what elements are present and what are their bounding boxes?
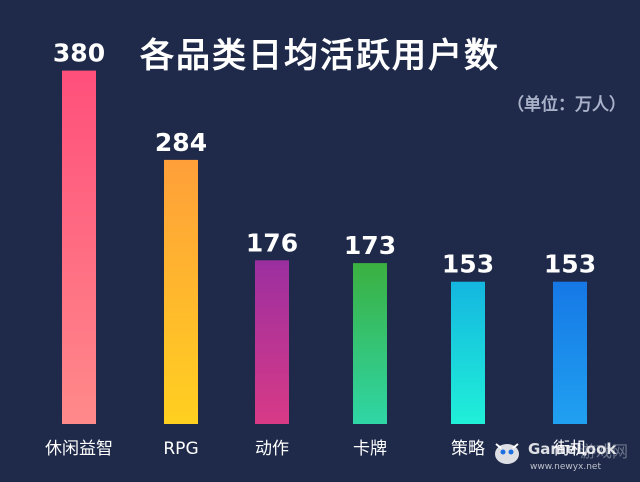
category-label-1: RPG xyxy=(163,439,198,459)
watermark: GameLook 游戏网 www.newyx.net xyxy=(490,432,636,476)
value-label-3: 173 xyxy=(344,231,396,260)
category-label-0: 休闲益智 xyxy=(45,439,113,459)
bar-4 xyxy=(451,281,485,424)
chart-title: 各品类日均活跃用户数 xyxy=(140,36,500,76)
value-label-0: 380 xyxy=(53,39,105,68)
bar-2 xyxy=(255,260,289,424)
category-label-2: 动作 xyxy=(255,439,289,459)
bar-0 xyxy=(62,70,96,424)
watermark-brand: GameLook xyxy=(528,440,617,458)
watermark-url: www.newyx.net xyxy=(530,462,602,472)
watermark-cn: 游戏网 xyxy=(580,442,629,461)
unit-note: （单位：万人） xyxy=(507,95,626,115)
bar-1 xyxy=(164,159,198,424)
mascot-icon xyxy=(495,443,519,464)
category-label-5: 街机 xyxy=(553,439,587,459)
bar-3 xyxy=(353,263,387,424)
value-label-2: 176 xyxy=(246,228,298,257)
value-label-1: 284 xyxy=(155,128,207,157)
bar-5 xyxy=(553,281,587,424)
value-label-5: 153 xyxy=(544,250,596,279)
category-label-3: 卡牌 xyxy=(353,439,387,459)
category-label-4: 策略 xyxy=(451,439,485,459)
value-label-4: 153 xyxy=(442,250,494,279)
